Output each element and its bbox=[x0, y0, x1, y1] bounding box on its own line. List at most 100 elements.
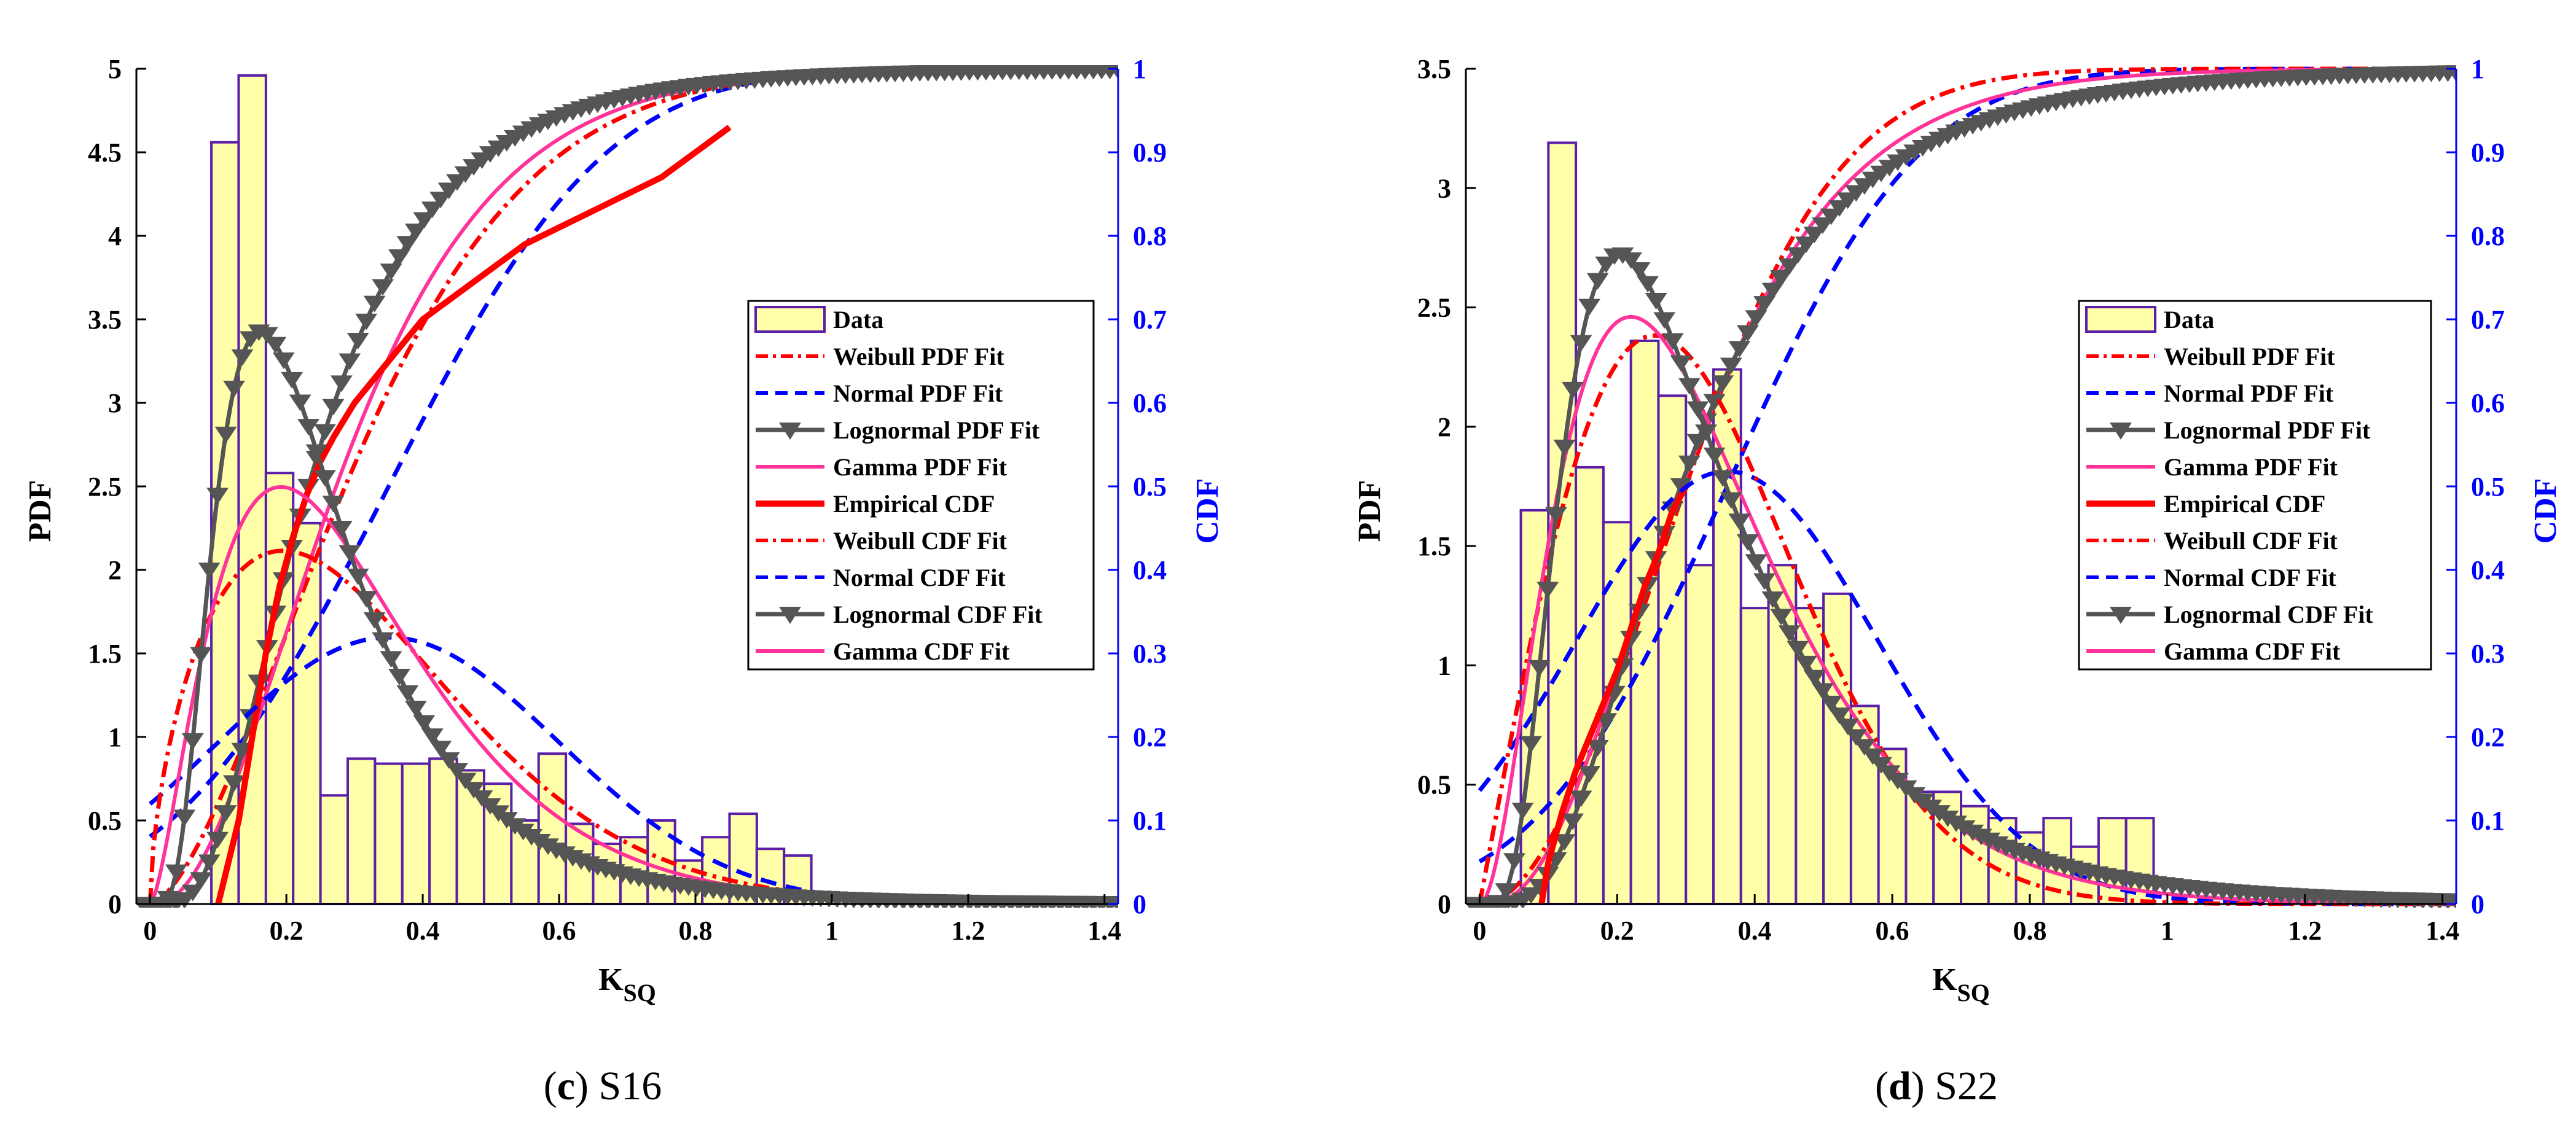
lognormal-pdf-marker bbox=[1645, 293, 1667, 310]
lognormal-pdf-marker bbox=[1720, 492, 1742, 509]
y-right-tick-label: 0.9 bbox=[2471, 138, 2505, 168]
lognormal-cdf-marker bbox=[1553, 834, 1576, 851]
lognormal-cdf-marker bbox=[355, 313, 378, 330]
histogram-bar bbox=[319, 794, 350, 905]
lognormal-pdf-marker bbox=[1544, 507, 1567, 524]
lognormal-cdf-marker bbox=[1586, 740, 1609, 757]
y-left-tick-label: 0 bbox=[1438, 889, 1451, 919]
lognormal-pdf-marker bbox=[1753, 573, 1775, 590]
lognormal-cdf-marker bbox=[1728, 341, 1751, 358]
lognormal-pdf-marker bbox=[1511, 803, 1534, 819]
lognormal-pdf-marker bbox=[355, 591, 378, 608]
x-tick-label: 0 bbox=[1473, 916, 1486, 946]
x-tick-label: 0.4 bbox=[1738, 916, 1772, 946]
histogram-bar bbox=[374, 762, 404, 906]
y-left-tick-label: 1 bbox=[108, 722, 122, 752]
legend-label: Lognormal PDF Fit bbox=[833, 416, 1040, 444]
legend-label: Normal CDF Fit bbox=[2164, 564, 2336, 591]
legend-swatch-data bbox=[754, 306, 826, 333]
lognormal-pdf-marker bbox=[1503, 853, 1525, 870]
lognormal-pdf-marker bbox=[256, 327, 278, 344]
lognormal-cdf-marker bbox=[346, 332, 369, 349]
lognormal-pdf-marker bbox=[1836, 719, 1859, 736]
x-tick-label: 1.2 bbox=[951, 916, 985, 946]
legend-label: Empirical CDF bbox=[2164, 490, 2325, 518]
caption-letter: d bbox=[1889, 1064, 1911, 1109]
y-left-tick-label: 1.5 bbox=[88, 639, 122, 669]
lognormal-pdf-marker bbox=[1595, 256, 1618, 273]
x-tick-label: 0 bbox=[143, 916, 157, 946]
caption-name: S16 bbox=[599, 1064, 662, 1109]
normal-cdf-line bbox=[1478, 66, 2456, 863]
plot-area bbox=[1466, 65, 2456, 908]
histogram-bar bbox=[1822, 592, 1852, 905]
lognormal-pdf-marker bbox=[190, 647, 213, 664]
lognormal-cdf-marker bbox=[1828, 200, 1851, 217]
caption-paren: ) bbox=[1911, 1064, 1935, 1109]
panel-caption: (c) S16 bbox=[544, 1064, 662, 1109]
x-axis-title: KSQ bbox=[598, 962, 656, 1007]
lognormal-pdf-marker bbox=[1812, 683, 1834, 700]
lognormal-cdf-marker bbox=[1787, 247, 1809, 264]
lognormal-cdf-marker bbox=[1678, 455, 1701, 472]
legend-label: Gamma CDF Fit bbox=[833, 637, 1010, 665]
lognormal-pdf-marker bbox=[1537, 582, 1559, 599]
lognormal-pdf-marker bbox=[1862, 748, 1884, 765]
lognormal-pdf-marker bbox=[454, 773, 477, 790]
empirical-cdf-line bbox=[1538, 485, 1689, 905]
lognormal-pdf-marker bbox=[165, 864, 187, 881]
lognormal-cdf-marker bbox=[339, 353, 361, 370]
lognormal-cdf-marker bbox=[437, 182, 460, 200]
lognormal-pdf-marker bbox=[1728, 513, 1751, 531]
lognormal-pdf-marker bbox=[380, 651, 402, 668]
lognormal-cdf-marker bbox=[1803, 227, 1826, 244]
lognormal-pdf-marker bbox=[1562, 381, 1584, 399]
lognormal-cdf-marker bbox=[1570, 790, 1592, 808]
lognormal-pdf-marker bbox=[198, 563, 221, 579]
lognormal-cdf-marker bbox=[1778, 258, 1801, 275]
lognormal-pdf-marker bbox=[1787, 641, 1809, 658]
lognormal-pdf-marker bbox=[272, 352, 295, 369]
legend-label: Normal PDF Fit bbox=[2164, 380, 2334, 407]
lognormal-pdf-marker bbox=[1553, 439, 1576, 456]
x-tick-label: 1 bbox=[2161, 916, 2174, 946]
legend-label: Data bbox=[833, 306, 883, 333]
lognormal-pdf-marker bbox=[1578, 298, 1601, 316]
y-right-tick-label: 0.6 bbox=[1133, 388, 1167, 418]
lognormal-cdf-marker bbox=[413, 212, 436, 229]
lognormal-pdf-marker bbox=[1845, 729, 1868, 746]
y-right-tick-label: 0.8 bbox=[1133, 221, 1167, 251]
lognormal-pdf-marker bbox=[214, 426, 237, 443]
histogram-bar bbox=[401, 762, 431, 906]
histogram-bar bbox=[264, 472, 295, 905]
x-tick-label: 0.2 bbox=[270, 916, 303, 946]
lognormal-cdf-marker bbox=[446, 174, 469, 191]
lognormal-pdf-marker bbox=[1628, 262, 1651, 279]
lognormal-cdf-marker bbox=[1745, 310, 1768, 327]
lognormal-pdf-marker bbox=[231, 349, 254, 366]
x-tick-label: 0.6 bbox=[1876, 916, 1909, 946]
lognormal-pdf-marker bbox=[281, 372, 303, 389]
y-right-tick-label: 0.3 bbox=[1133, 639, 1167, 669]
y-left-tick-label: 3.5 bbox=[88, 305, 122, 335]
y-right-tick-label: 0.4 bbox=[2471, 555, 2505, 585]
y-right-tick-label: 0 bbox=[1133, 889, 1146, 919]
lognormal-pdf-marker bbox=[314, 470, 336, 487]
lognormal-cdf-marker bbox=[1770, 270, 1793, 287]
lognormal-pdf-marker bbox=[346, 568, 369, 585]
y-left-tick-label: 4 bbox=[108, 221, 122, 251]
legend-label: Gamma CDF Fit bbox=[2164, 637, 2341, 665]
legend-box bbox=[2078, 300, 2432, 671]
y-left-tick-label: 3 bbox=[1438, 173, 1451, 203]
x-tick-label: 0.4 bbox=[406, 916, 440, 946]
caption-paren: ( bbox=[544, 1064, 557, 1109]
legend-label: Weibull PDF Fit bbox=[833, 343, 1004, 370]
legend-label: Gamma PDF Fit bbox=[833, 453, 1008, 481]
lognormal-pdf-marker bbox=[1620, 252, 1642, 269]
y-left-axis-title: PDF bbox=[23, 480, 58, 542]
lognormal-pdf-marker bbox=[173, 809, 196, 827]
lognormal-cdf-marker bbox=[214, 805, 237, 822]
x-tick-label: 0.6 bbox=[542, 916, 576, 946]
lognormal-pdf-marker bbox=[1570, 335, 1592, 352]
y-right-tick-label: 0.3 bbox=[2471, 639, 2505, 669]
